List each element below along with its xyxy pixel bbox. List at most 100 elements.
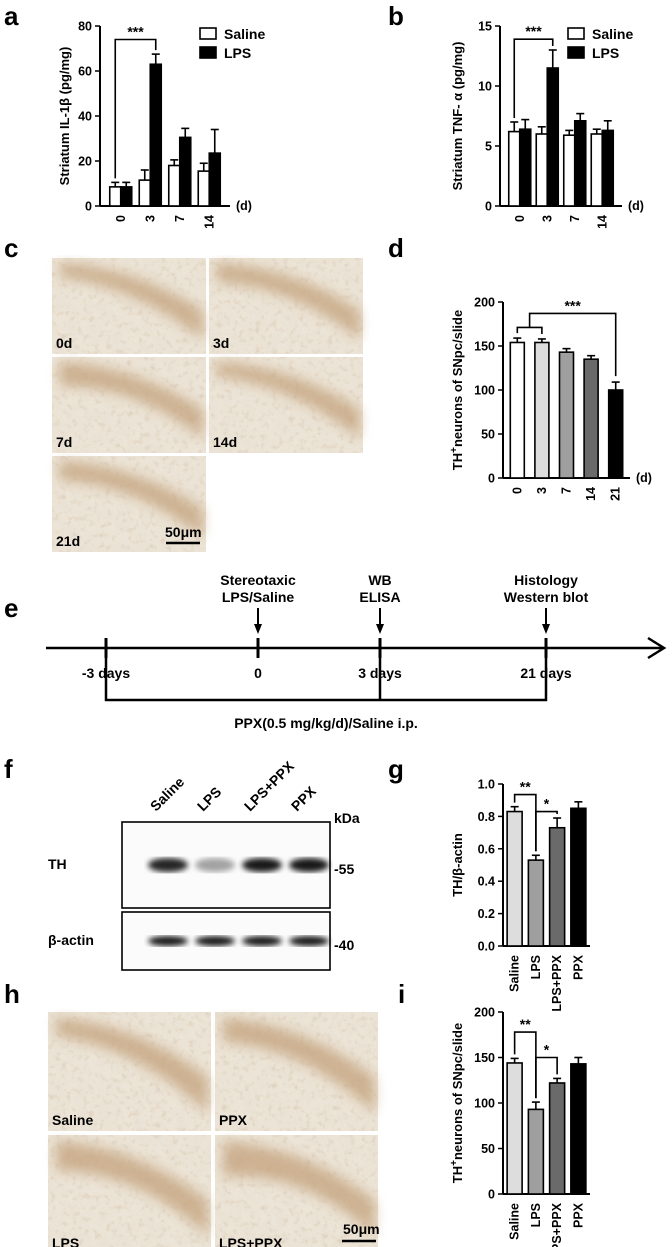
x-tick-label: PPX — [571, 954, 585, 980]
scale-bar-label: 50μm — [165, 524, 202, 540]
sig-bracket — [535, 1056, 558, 1099]
y-axis-label: TH+neurons of SNpc/slide — [449, 310, 465, 470]
blot-band — [195, 858, 235, 872]
lane-label: LPS+PPX — [241, 757, 298, 814]
lane-label: PPX — [288, 783, 320, 815]
y-axis-label-rest: neurons of SNpc/slide — [450, 310, 465, 447]
neuron-speckles — [52, 258, 206, 354]
micrograph-label: LPS+PPX — [219, 1235, 283, 1247]
legend-swatch — [199, 27, 217, 40]
x-tick-label: 7 — [560, 487, 574, 494]
bar-lps-3 — [546, 67, 560, 207]
y-tick-label: 0.4 — [478, 875, 495, 889]
micrograph-h-3: LPS+PPX — [215, 1135, 378, 1247]
micrograph-h-2: LPS — [48, 1135, 211, 1247]
panel-label-g: g — [388, 754, 404, 784]
bar-saline — [506, 810, 523, 947]
bar-lps+ppx — [548, 1082, 566, 1195]
y-tick-label: 150 — [474, 340, 495, 354]
x-tick-label: 14 — [584, 487, 598, 501]
y-tick-label: 20 — [78, 155, 92, 169]
bar-lps-0 — [518, 128, 532, 207]
blot-band — [289, 858, 329, 872]
bar-lps-0 — [119, 186, 133, 207]
chart-g-th-actin: 0.0 0.2 0.4 0.6 0.8 1.0 TH/β-actin Saline LPS LPS… — [450, 778, 590, 1012]
x-tick-label: LPS — [529, 955, 543, 979]
event-line1: Histology — [514, 572, 578, 588]
bar-7 — [558, 351, 575, 479]
event-line1: WB — [368, 572, 391, 588]
x-tick-label: 0 — [513, 215, 527, 222]
y-tick-label: 15 — [478, 20, 492, 34]
event-line2: Western blot — [504, 589, 589, 605]
bar-lps-14 — [208, 152, 222, 207]
panel-label-f: f — [4, 754, 13, 784]
neuron-speckles — [209, 357, 363, 453]
y-tick-label: 0.8 — [478, 810, 495, 824]
micrograph-label: 21d — [56, 533, 80, 549]
legend-label: LPS — [224, 45, 251, 61]
bar-lps+ppx — [548, 826, 566, 947]
legend-swatch — [199, 46, 217, 59]
panel-label-e: e — [4, 593, 18, 623]
x-tick-label: PPX — [571, 1202, 585, 1228]
x-tick-label: Saline — [508, 955, 522, 992]
micrograph-c-3: 14d — [209, 357, 363, 453]
y-tick-label: 200 — [474, 296, 495, 310]
x-tick-label: 3 — [535, 487, 549, 494]
bar-lps-7 — [178, 136, 192, 207]
y-tick-label: 50 — [481, 428, 495, 442]
panel-label-b: b — [388, 1, 404, 31]
blot-marker: -55 — [334, 861, 354, 877]
x-unit-label: (d) — [628, 199, 644, 213]
blot-band — [242, 936, 282, 946]
event-line1: Stereotaxic — [220, 572, 296, 588]
blot-band — [148, 936, 188, 946]
neuron-speckles — [48, 1135, 211, 1247]
y-axis-label-main: TH — [450, 453, 465, 470]
event-line2: LPS/Saline — [222, 589, 295, 605]
y-tick-label: 200 — [474, 1006, 495, 1020]
lane-label: LPS — [194, 784, 225, 815]
x-tick-label: 7 — [568, 215, 582, 222]
micrograph-label: PPX — [219, 1112, 248, 1128]
treatment-label: PPX(0.5 mg/kg/d)/Saline i.p. — [234, 715, 418, 731]
event-arrowhead — [376, 624, 384, 634]
y-axis-label-sup: + — [449, 1160, 460, 1166]
micrograph-grid-c: 0d 3d 7d 14d 21d 50μm — [52, 258, 363, 552]
y-tick-label: 0 — [85, 200, 92, 214]
blot-row-label: TH — [48, 856, 67, 872]
micrograph-label: 0d — [56, 335, 72, 351]
sig-group-bracket — [516, 326, 543, 334]
bar-saline-0 — [507, 130, 521, 207]
x-tick-label: 0 — [510, 487, 524, 494]
bar-14 — [583, 358, 599, 479]
y-tick-label: 1.0 — [478, 778, 495, 792]
event-line2: ELISA — [359, 589, 400, 605]
sig-label: ** — [520, 779, 531, 795]
sig-label: * — [544, 796, 550, 812]
x-unit-label: (d) — [236, 199, 252, 213]
y-tick-label: 0.0 — [478, 940, 495, 954]
y-tick-label: 60 — [78, 65, 92, 79]
y-axis-label-rest: neurons of SNpc/slide — [450, 1023, 465, 1160]
treatment-bracket — [104, 658, 548, 702]
panel-label-d: d — [388, 233, 404, 263]
blot-row-label: β-actin — [48, 932, 94, 948]
bar-saline — [506, 1062, 523, 1195]
legend-label: LPS — [592, 45, 619, 61]
micrograph-label: Saline — [52, 1112, 93, 1128]
sig-bracket — [114, 38, 157, 179]
blot-band — [148, 858, 188, 872]
micrograph-label: LPS — [52, 1235, 79, 1247]
blot-band — [195, 936, 235, 946]
y-tick-label: 50 — [481, 1142, 495, 1156]
neuron-speckles — [215, 1135, 378, 1247]
sig-label: * — [544, 1042, 550, 1058]
event-arrowhead — [542, 624, 550, 634]
y-axis-label: Striatum TNF- α (pg/mg) — [450, 42, 465, 191]
chart-b-tnfa: 0 5 10 15 Striatum TNF- α (pg/mg) 0 3 7 14 (d) ***… — [450, 20, 644, 229]
legend-swatch — [567, 27, 585, 40]
x-tick-label: Saline — [508, 1203, 522, 1240]
sig-bracket — [535, 810, 558, 852]
